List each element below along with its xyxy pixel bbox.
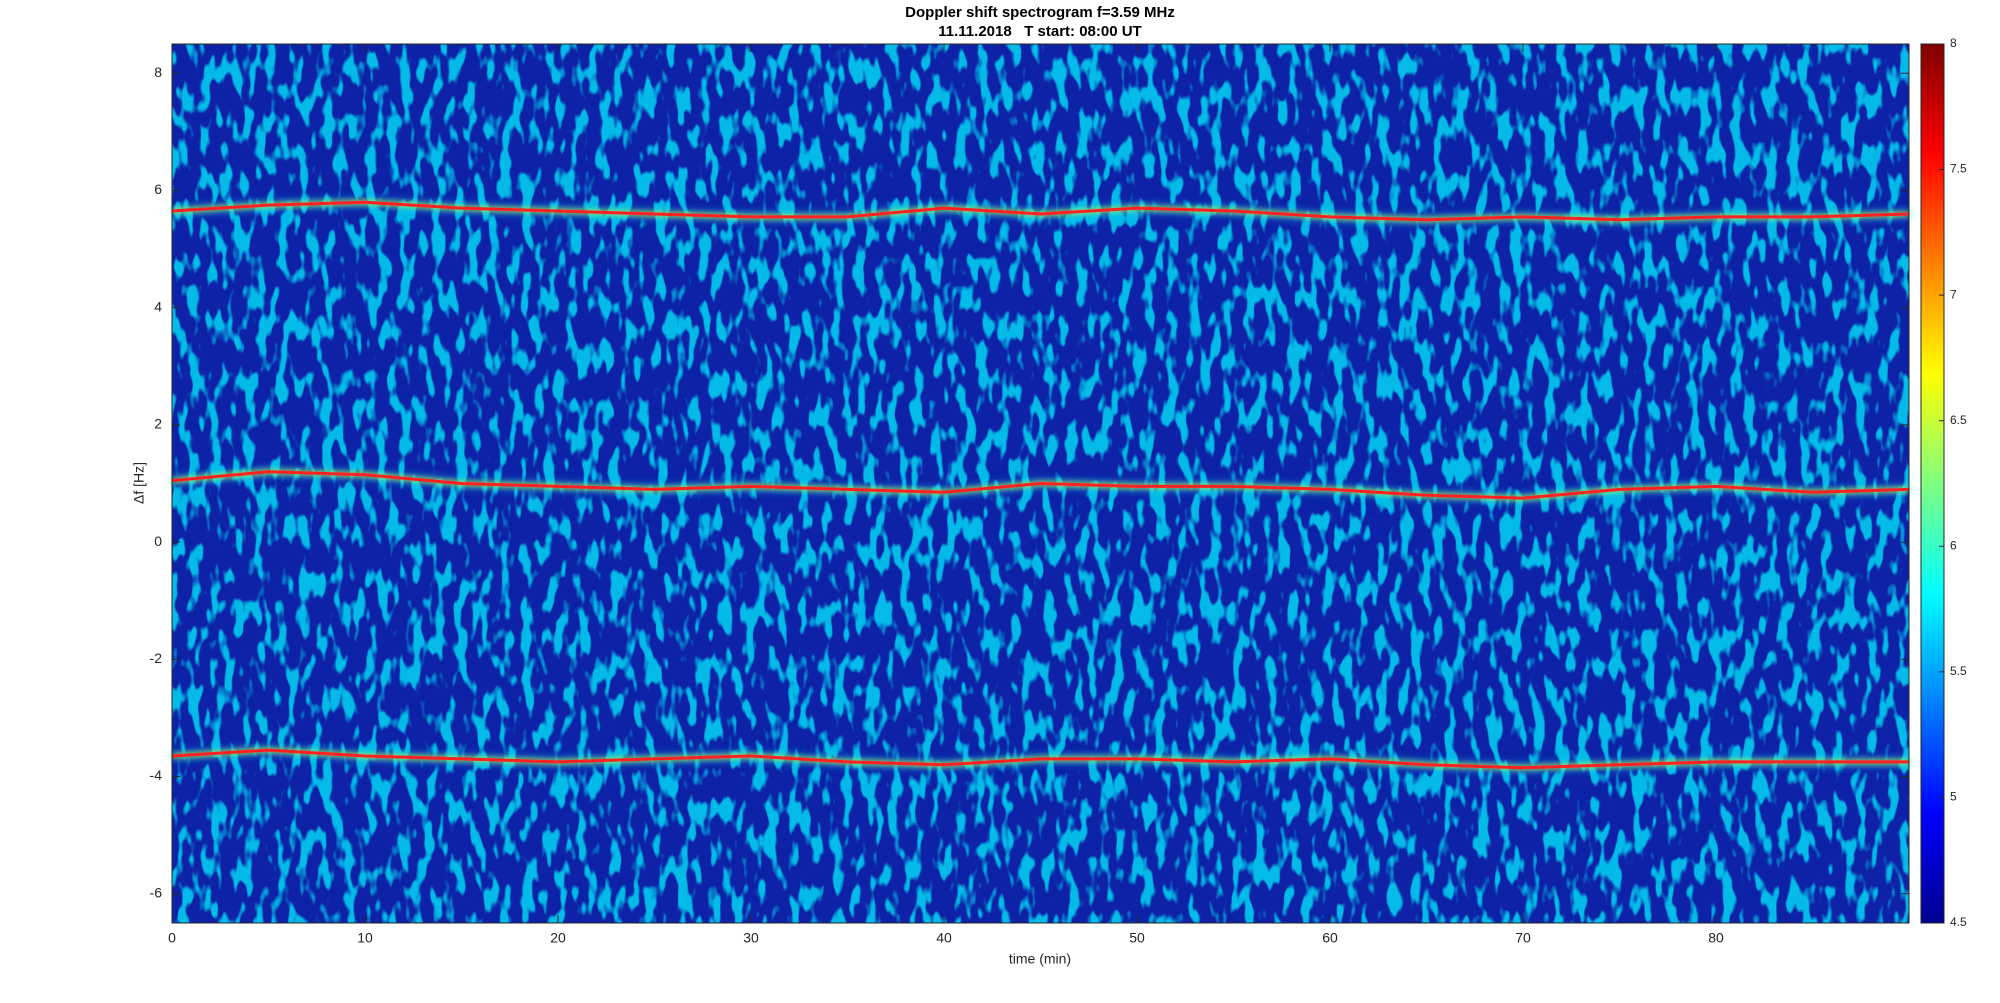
colorbar-tick-label: 6 <box>1950 538 1957 552</box>
colorbar-tick-label: 6.5 <box>1950 413 1967 427</box>
y-tick-label: 0 <box>154 533 162 549</box>
colorbar-tick-label: 7.5 <box>1950 162 1967 176</box>
x-tick-label: 40 <box>936 930 952 946</box>
colorbar-tick-label: 5.5 <box>1950 664 1967 678</box>
x-tick-label: 10 <box>357 930 373 946</box>
y-axis-label: Δf [Hz] <box>131 462 147 504</box>
colorbar-tick-label: 4.5 <box>1950 915 1967 929</box>
x-tick-label: 60 <box>1322 930 1338 946</box>
y-tick-label: -2 <box>150 650 163 666</box>
x-axis-label: time (min) <box>1009 951 1071 967</box>
x-tick-label: 0 <box>168 930 176 946</box>
chart-subtitle: 11.11.2018 T start: 08:00 UT <box>938 23 1141 40</box>
colorbar-tick-label: 8 <box>1950 36 1957 50</box>
y-tick-label: 4 <box>154 298 162 314</box>
x-tick-label: 80 <box>1708 930 1724 946</box>
colorbar-tick-label: 5 <box>1950 790 1957 804</box>
y-tick-label: 2 <box>154 416 162 432</box>
trace-line <box>171 200 1910 222</box>
x-tick-label: 20 <box>550 930 566 946</box>
chart-title: Doppler shift spectrogram f=3.59 MHz <box>905 4 1175 21</box>
colorbar <box>1920 43 1945 924</box>
x-tick-label: 70 <box>1515 930 1531 946</box>
trace-line <box>171 748 1909 770</box>
y-tick-label: -6 <box>150 884 163 900</box>
trace-line <box>171 470 1910 500</box>
y-tick-label: 6 <box>154 181 162 197</box>
plot-frame <box>171 43 1910 924</box>
y-tick-label: 8 <box>154 64 162 80</box>
x-tick-label: 30 <box>743 930 759 946</box>
y-tick-label: -4 <box>150 767 163 783</box>
traces <box>171 200 1910 770</box>
colorbar-tick-label: 7 <box>1950 287 1957 301</box>
x-tick-label: 50 <box>1129 930 1145 946</box>
